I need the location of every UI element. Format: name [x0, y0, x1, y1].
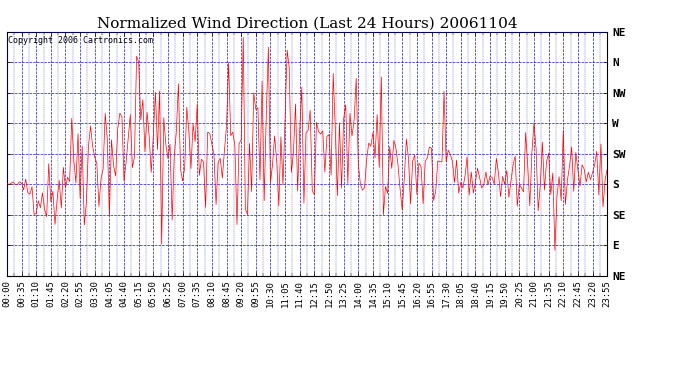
- Text: Copyright 2006 Cartronics.com: Copyright 2006 Cartronics.com: [8, 36, 153, 45]
- Title: Normalized Wind Direction (Last 24 Hours) 20061104: Normalized Wind Direction (Last 24 Hours…: [97, 17, 518, 31]
